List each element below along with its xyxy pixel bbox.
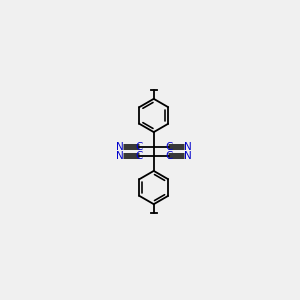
Text: N: N xyxy=(116,142,123,152)
Text: C: C xyxy=(135,142,142,152)
Text: N: N xyxy=(184,142,192,152)
Text: C: C xyxy=(165,142,172,152)
Text: C: C xyxy=(135,151,142,161)
Text: N: N xyxy=(184,151,192,161)
Text: C: C xyxy=(165,151,172,161)
Text: N: N xyxy=(116,151,123,161)
